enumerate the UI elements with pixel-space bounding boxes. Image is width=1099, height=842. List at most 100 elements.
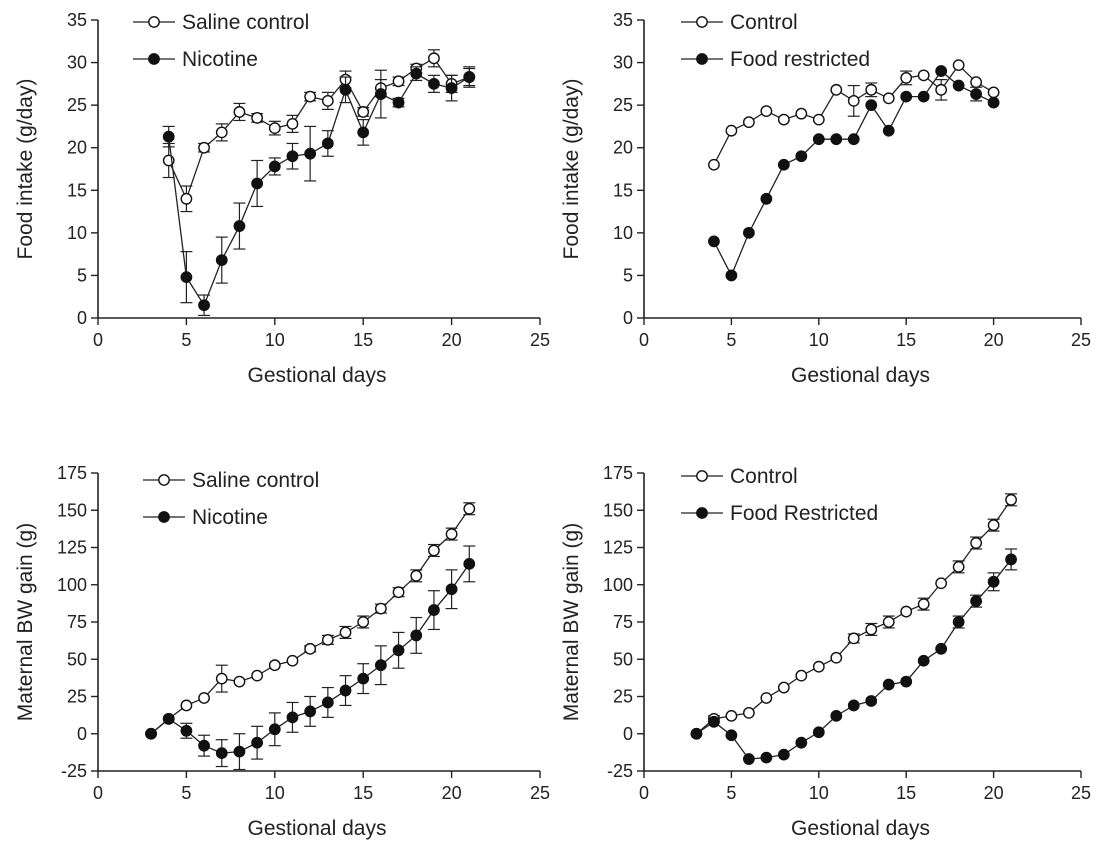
x-tick-label: 15 [353,330,373,350]
y-tick-label: 25 [613,687,633,707]
y-tick-label: 0 [77,308,87,328]
data-point [865,99,878,112]
legend-marker [696,16,708,28]
y-axis-title: Food intake (g/day) [560,79,583,260]
data-point [233,675,246,688]
y-tick-label: 75 [613,612,633,632]
y-tick-label: 175 [57,463,87,483]
series-control [708,59,1000,171]
data-point [198,692,210,704]
data-point [882,678,895,691]
legend-item-food-restricted: Food Restricted [681,502,878,525]
data-point [777,748,790,761]
data-point [304,147,317,160]
x-tick-label: 5 [181,330,191,350]
y-tick-label: 150 [603,500,633,520]
data-point [970,76,983,89]
data-point [304,90,317,103]
data-point [145,727,157,740]
data-point [900,675,913,688]
legend-marker [696,507,708,519]
legend-marker [696,53,708,65]
data-point [357,106,370,118]
series-saline-control [145,502,476,740]
x-tick-label: 5 [726,783,736,803]
data-point [374,659,387,672]
data-point [357,616,370,628]
legend-label: Food Restricted [730,502,878,525]
x-tick-label: 25 [1071,783,1091,803]
y-tick-label: 175 [603,463,633,483]
y-tick-label: 15 [67,180,87,200]
data-point [970,88,983,100]
data-point [830,651,843,664]
data-point [198,739,210,752]
data-point [725,729,738,742]
data-point [900,71,913,84]
data-point [830,709,843,722]
data-point [1005,493,1017,506]
data-point [952,59,965,72]
data-point [374,88,387,100]
data-point [882,124,895,137]
data-point [286,654,299,667]
data-point [321,696,334,709]
y-tick-label: 25 [67,687,87,707]
series-line [168,72,470,307]
data-point [708,235,720,248]
legend-label: Control [730,465,798,488]
legend-label: Nicotine [182,48,258,71]
data-point [935,65,948,77]
legend-label: Nicotine [192,506,268,529]
data-point [357,126,370,139]
series-line [696,559,1012,760]
data-point [180,192,193,205]
x-tick-label: 20 [984,330,1004,350]
data-point [233,106,246,118]
data-point [725,709,738,722]
y-tick-label: 0 [623,308,633,328]
data-point [180,724,193,737]
y-tick-label: 5 [77,265,87,285]
series-nicotine [145,545,476,771]
panel-food-intake-food-restriction: 0 5 10 15 20 25 0 5 10 15 20 25 30 35 Gestional days Fo… [560,10,1091,387]
y-tick-label: 20 [67,138,87,158]
y-tick-label: 25 [613,95,633,115]
data-point [777,113,790,126]
legend-item-food-restricted: Food restricted [681,48,870,71]
data-point [304,642,317,655]
data-point [339,684,352,697]
data-point [708,158,720,171]
data-point [410,569,423,582]
data-point [760,751,773,764]
data-point [882,616,895,628]
data-point [952,560,965,573]
data-point [445,528,458,540]
data-point [268,723,281,736]
data-point [952,79,965,92]
data-point [286,150,299,163]
y-tick-label: 20 [613,138,633,158]
data-point [463,557,476,570]
data-point [304,705,317,718]
data-point [428,77,440,90]
data-point [760,192,773,205]
data-point [742,116,755,129]
series-food-restricted [690,548,1018,765]
data-point [286,117,299,130]
x-tick-label: 0 [93,783,103,803]
data-point [987,575,1000,588]
x-axis-title: Gestional days [248,817,387,840]
data-point [410,67,423,80]
data-point [742,226,755,239]
data-point [917,69,930,82]
data-point [392,96,405,109]
data-point [812,113,825,126]
legend-item-control: Control [681,465,798,488]
y-tick-label: -25 [607,761,633,781]
data-point [760,105,773,118]
series-nicotine [162,66,476,317]
data-point [900,605,913,618]
data-point [162,130,175,143]
legend-marker [696,470,708,482]
